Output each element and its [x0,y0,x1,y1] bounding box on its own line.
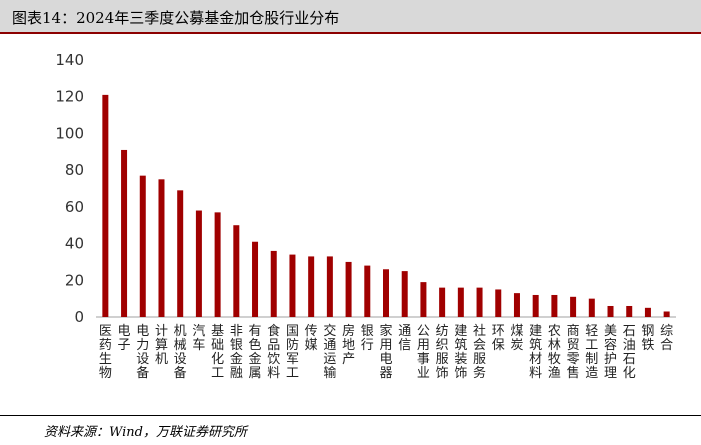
bar [214,212,221,317]
x-tick-label: 轻工制造 [585,324,598,381]
bar [102,94,109,317]
bar [476,287,483,317]
x-tick-label: 交通运输 [323,323,336,381]
bar [121,149,128,317]
x-tick-label: 纺织服饰 [436,324,449,381]
bar-chart-svg: 0 20 40 60 80 100 120 140 医药生物电子电力设备计算机机械设备汽车基础化… [55,51,676,381]
x-tick-label: 石油石化 [623,324,636,381]
bar [252,241,259,317]
x-tick-label: 综合 [660,324,673,353]
x-tick-label: 煤炭 [510,324,523,353]
x-tick-label: 通信 [398,324,411,353]
source-note: 资料来源：Wind，万联证券研究所 [44,425,247,440]
bar [439,287,446,317]
x-tick-label: 医药生物 [99,324,112,381]
bar [383,269,389,317]
x-tick-label: 非银金融 [230,324,243,381]
bar [607,305,614,317]
bar [626,305,633,317]
bar [588,298,595,317]
bar [551,294,558,317]
y-tick-label: 80 [65,161,84,179]
chart-title: 图表14：2024年三季度公募基金加仓股行业分布 [12,9,340,27]
x-tick-label: 美容护理 [604,324,617,381]
bar [570,296,577,317]
x-tick-label: 电力设备 [136,324,149,381]
bar [364,265,371,317]
y-tick-label: 0 [74,308,84,326]
y-tick-label: 140 [55,51,84,69]
y-tick-label: 20 [65,271,84,289]
x-tick-label: 社会服务 [473,323,486,381]
bar [495,289,502,317]
title-bar: 图表14：2024年三季度公募基金加仓股行业分布 [0,0,701,34]
y-tick-label: 120 [55,88,84,106]
x-tick-label: 房地产 [342,323,355,367]
x-tick-label: 公用事业 [417,324,430,381]
x-tick-label: 国防军工 [286,324,299,381]
bar [532,294,539,317]
x-tick-label: 建筑装饰 [454,324,467,381]
x-tick-label: 家用电器 [379,323,392,381]
bar [139,175,146,317]
y-tick-label: 100 [55,124,84,142]
bar [326,256,333,317]
x-tick-label: 传媒 [305,324,318,353]
x-tick-label: 基础化工 [211,324,224,381]
x-tick-label: 电子 [118,324,131,353]
footer-divider [0,415,701,416]
x-tick-label: 农林牧渔 [548,324,561,381]
bar [308,256,315,317]
x-tick-label: 商贸零售 [567,324,580,381]
x-tick-label: 机械设备 [174,324,187,381]
bar [270,250,277,317]
bar [663,311,670,317]
x-tick-label: 计算机 [155,324,168,367]
x-tick-label: 建筑材料 [529,324,542,381]
y-tick-label: 40 [65,235,84,253]
x-tick-label: 食品饮料 [267,323,280,381]
bar [513,293,520,317]
bar-chart: 0 20 40 60 80 100 120 140 医药生物 电子 电力设备 计算机 机械设备 汽车 基础化… [36,40,686,414]
bar [345,261,352,317]
x-tick-label: 银行 [361,324,374,353]
x-tick-label: 环保 [492,324,505,353]
bar [233,225,240,317]
y-tick-label: 60 [65,198,84,216]
bar [177,190,184,317]
x-tick-label: 有色金属 [249,324,262,381]
x-tick-label: 汽车 [192,324,205,353]
bar [420,282,427,317]
bar [195,210,202,317]
bar [289,254,296,317]
x-tick-label: 钢铁 [641,324,654,353]
bar [457,287,464,317]
bar [401,271,408,317]
bar [158,179,165,317]
bar [644,307,651,317]
